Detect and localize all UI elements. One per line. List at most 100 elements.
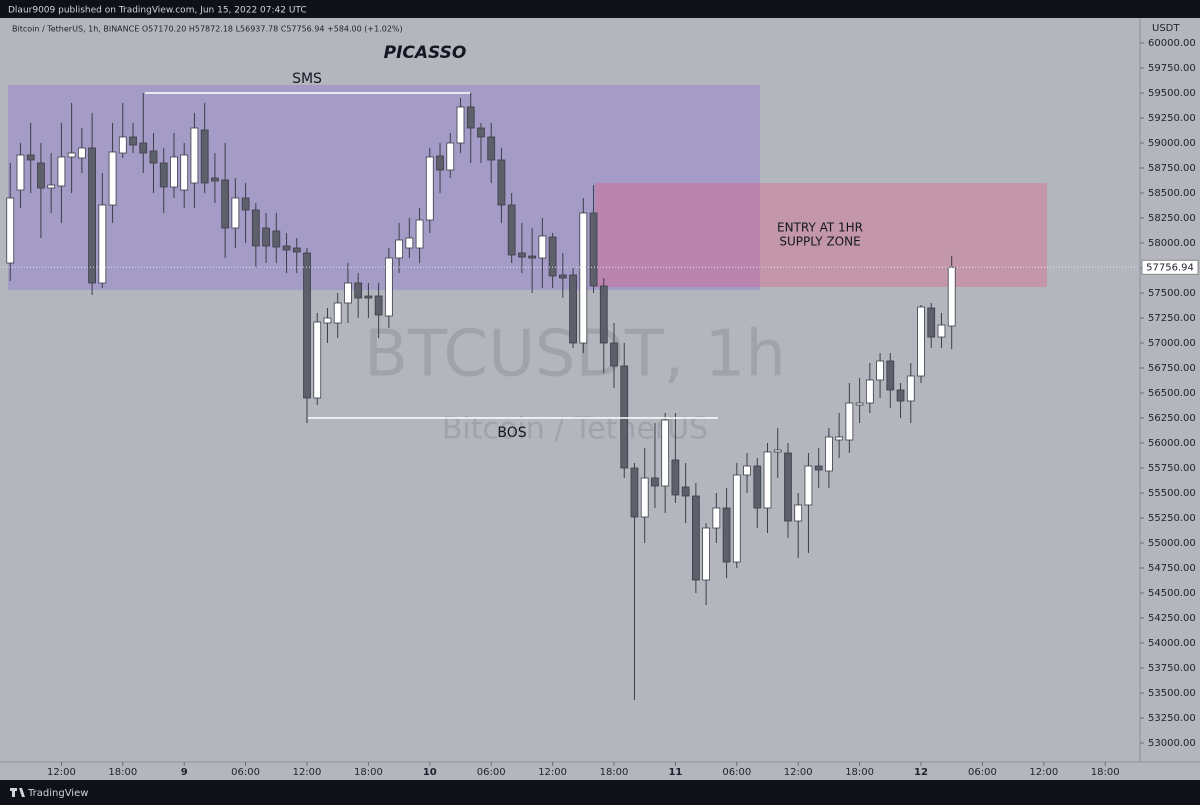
candle-body (292, 247, 301, 253)
candle-body (579, 212, 588, 344)
candle-body (415, 219, 424, 249)
candle-body (118, 136, 127, 154)
candle-body (282, 245, 291, 251)
candle-body (671, 459, 680, 496)
candle-body (661, 419, 670, 487)
y-tick-label: 58750.00 (1148, 163, 1196, 174)
candle-body (6, 197, 15, 264)
candle-body (200, 129, 209, 184)
y-tick-label: 57500.00 (1148, 288, 1196, 299)
y-tick-label: 59000.00 (1148, 138, 1196, 149)
y-tick-label: 53750.00 (1148, 663, 1196, 674)
candle-body (364, 295, 373, 299)
candle-body (139, 142, 148, 154)
candle-body (272, 230, 281, 248)
legend-text: Bitcoin / TetherUS, 1h, BINANCE O57170.2… (12, 25, 403, 34)
bottom-bar (0, 780, 1200, 805)
header: Dlaur9009 published on TradingView.com, … (8, 6, 307, 16)
candle-body (57, 156, 66, 187)
candle-body (518, 252, 526, 258)
supply-zone (595, 183, 1047, 287)
candle-body (129, 136, 137, 146)
candle-body (702, 527, 710, 581)
y-tick-label: 56250.00 (1148, 413, 1196, 424)
candle-body (446, 142, 455, 171)
y-tick-label: 55250.00 (1148, 513, 1196, 524)
y-tick-label: 55750.00 (1148, 463, 1196, 474)
candle-body (384, 257, 393, 317)
candle-body (262, 227, 270, 247)
candle-body (241, 197, 250, 211)
y-tick-label: 56500.00 (1148, 388, 1196, 399)
candle-body (620, 365, 629, 469)
candle-body (405, 237, 414, 249)
candle-body (98, 204, 107, 284)
x-tick-label: 12:00 (538, 767, 567, 778)
candle-body (589, 212, 598, 287)
candle-body (528, 255, 537, 259)
x-tick-label: 12:00 (293, 767, 322, 778)
candle-body (170, 156, 178, 188)
candle-body (712, 507, 721, 529)
candle-body (640, 477, 649, 518)
footer: TradingView (27, 788, 88, 799)
candle-body (466, 106, 475, 129)
y-tick-label: 59500.00 (1148, 88, 1196, 99)
candle-body (743, 465, 751, 476)
candle-body (16, 154, 25, 191)
y-tick-label: 53000.00 (1148, 738, 1196, 749)
candle-body (487, 136, 496, 161)
candle-body (231, 197, 240, 229)
last-price-label: 57756.94 (1146, 262, 1194, 273)
candle-body (937, 324, 946, 338)
y-tick-label: 58000.00 (1148, 238, 1196, 249)
candle-body (395, 239, 403, 259)
candle-body (876, 360, 884, 381)
candle-body (947, 266, 956, 327)
candle-body (436, 155, 444, 171)
candle-body (313, 321, 322, 399)
candle-body (773, 449, 782, 453)
y-tick-label: 54750.00 (1148, 563, 1196, 574)
candle-body (538, 235, 547, 259)
candle-body (845, 402, 854, 441)
candle-body (927, 307, 936, 338)
candle-body (88, 147, 96, 284)
x-tick-label: 06:00 (722, 767, 751, 778)
candle-body (906, 375, 915, 402)
annotation-title: PICASSO (384, 43, 467, 63)
x-tick-label: 12 (914, 767, 928, 778)
candle-body (354, 282, 363, 299)
x-tick-label: 12:00 (47, 767, 76, 778)
x-tick-label: 9 (181, 767, 188, 778)
candle-body (190, 127, 199, 184)
candle-body (651, 477, 659, 487)
x-tick-label: 18:00 (354, 767, 383, 778)
y-tick-label: 59250.00 (1148, 113, 1196, 124)
candle-body (599, 285, 608, 344)
candle-body (886, 360, 895, 391)
y-tick-label: 54250.00 (1148, 613, 1196, 624)
candle-body (610, 342, 618, 367)
y-tick-label: 54000.00 (1148, 638, 1196, 649)
candle-body (344, 282, 352, 304)
candle-body (855, 402, 864, 406)
candle-body (456, 106, 465, 144)
candle-body (26, 154, 35, 161)
logo-icon (10, 788, 25, 797)
candle-body (67, 152, 76, 158)
x-tick-label: 06:00 (968, 767, 997, 778)
zone-label: SUPPLY ZONE (779, 235, 860, 249)
candle-body (732, 474, 741, 563)
candle-body (753, 465, 762, 509)
candle-body (804, 465, 813, 506)
candle-body (333, 302, 342, 324)
candle-body (108, 151, 117, 206)
candle-body (37, 162, 45, 189)
x-tick-label: 18:00 (600, 767, 629, 778)
candle-body (835, 436, 844, 441)
candle-body (825, 436, 833, 472)
y-axis-label: USDT (1152, 23, 1180, 34)
candle-body (507, 204, 516, 256)
y-tick-label: 57250.00 (1148, 313, 1196, 324)
